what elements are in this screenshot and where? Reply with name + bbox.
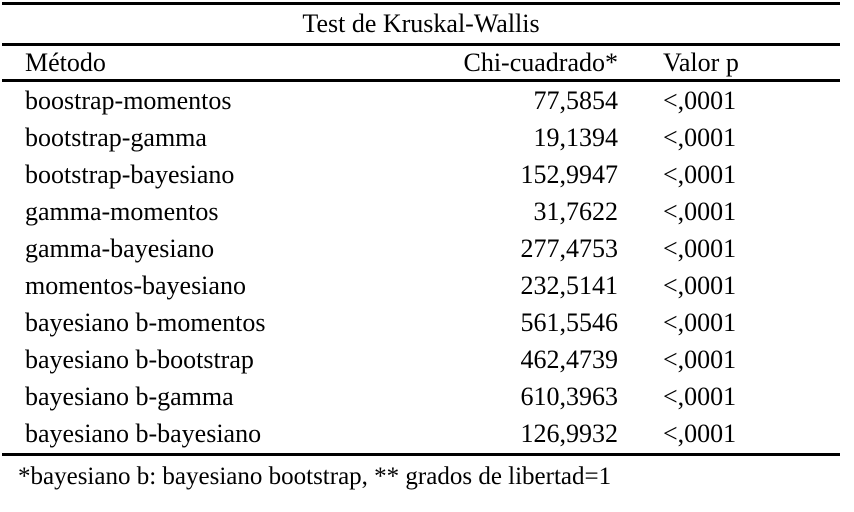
p-value-cell: <,0001 xyxy=(663,345,737,375)
method-cell: bayesiano b-bayesiano xyxy=(25,419,262,449)
chi-squared-cell: 561,5546 xyxy=(520,308,619,338)
method-cell: bayesiano b-gamma xyxy=(25,382,234,412)
p-value-cell: <,0001 xyxy=(663,419,737,449)
p-value-cell: <,0001 xyxy=(663,382,737,412)
table-row: gamma-momentos 31,7622 <,0001 xyxy=(2,193,840,230)
table-header-row: Método Chi-cuadrado* Valor p xyxy=(2,46,840,82)
p-value-cell: <,0001 xyxy=(663,159,737,189)
method-cell: bayesiano b-bootstrap xyxy=(25,345,254,375)
table-row: gamma-bayesiano 277,4753 <,0001 xyxy=(2,230,840,267)
table-row: boostrap-momentos 77,5854 <,0001 xyxy=(2,82,840,119)
column-header-valor-p: Valor p xyxy=(663,47,739,77)
method-cell: boostrap-momentos xyxy=(25,85,232,115)
method-cell: bayesiano b-momentos xyxy=(25,308,266,338)
method-cell: gamma-momentos xyxy=(25,196,219,226)
p-value-cell: <,0001 xyxy=(663,85,737,115)
table-row: bayesiano b-momentos 561,5546 <,0001 xyxy=(2,305,840,342)
column-header-metodo: Método xyxy=(25,47,106,77)
chi-squared-cell: 462,4739 xyxy=(520,345,619,375)
chi-squared-cell: 610,3963 xyxy=(520,382,619,412)
chi-squared-cell: 277,4753 xyxy=(520,233,619,263)
p-value-cell: <,0001 xyxy=(663,233,737,263)
chi-squared-cell: 31,7622 xyxy=(533,196,619,226)
table-row: bootstrap-gamma 19,1394 <,0001 xyxy=(2,119,840,156)
table-body: boostrap-momentos 77,5854 <,0001 bootstrap-… xyxy=(2,82,840,456)
chi-squared-cell: 77,5854 xyxy=(533,85,619,115)
method-cell: momentos-bayesiano xyxy=(25,271,246,301)
table-row: bayesiano b-bootstrap 462,4739 <,0001 xyxy=(2,342,840,379)
table-row: bayesiano b-bayesiano 126,9932 <,0001 xyxy=(2,416,840,453)
kruskal-wallis-table: Test de Kruskal-Wallis Método Chi-cuadra… xyxy=(2,2,840,492)
chi-squared-cell: 126,9932 xyxy=(520,419,619,449)
table-row: bayesiano b-gamma 610,3963 <,0001 xyxy=(2,379,840,416)
table-title: Test de Kruskal-Wallis xyxy=(302,9,540,38)
table-footnote-row: *bayesiano b: bayesiano bootstrap, ** gr… xyxy=(2,462,840,492)
chi-squared-cell: 152,9947 xyxy=(520,159,619,189)
table-title-row: Test de Kruskal-Wallis xyxy=(2,5,840,46)
column-header-chi-cuadrado: Chi-cuadrado* xyxy=(463,47,618,77)
method-cell: bootstrap-bayesiano xyxy=(25,159,235,189)
p-value-cell: <,0001 xyxy=(663,122,737,152)
table-row: bootstrap-bayesiano 152,9947 <,0001 xyxy=(2,156,840,193)
method-cell: gamma-bayesiano xyxy=(25,233,215,263)
p-value-cell: <,0001 xyxy=(663,271,737,301)
method-cell: bootstrap-gamma xyxy=(25,122,207,152)
table-footnote: *bayesiano b: bayesiano bootstrap, ** gr… xyxy=(18,462,612,490)
p-value-cell: <,0001 xyxy=(663,196,737,226)
table-row: momentos-bayesiano 232,5141 <,0001 xyxy=(2,267,840,304)
p-value-cell: <,0001 xyxy=(663,308,737,338)
chi-squared-cell: 19,1394 xyxy=(533,122,619,152)
chi-squared-cell: 232,5141 xyxy=(520,271,619,301)
